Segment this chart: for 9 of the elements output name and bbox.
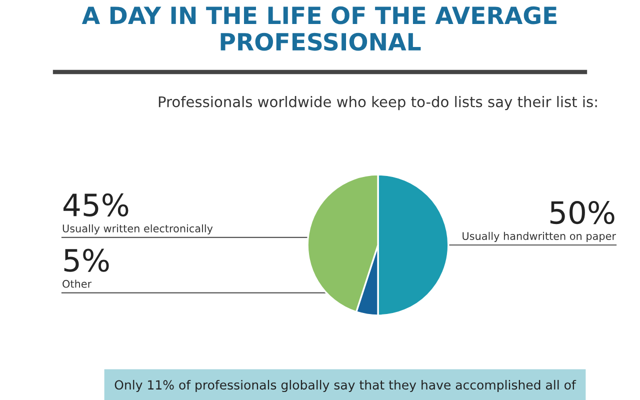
slice-label: Usually handwritten on paper <box>462 232 616 242</box>
slice-label: Usually written electronically <box>62 224 213 234</box>
data-label: 5% <box>64 248 109 272</box>
data-label: 45% <box>63 193 128 217</box>
chart-subtitle: Professionals worldwide who keep to-do lists say their list is: <box>158 96 597 110</box>
slice-label: Other <box>62 280 92 288</box>
data-label: 50% <box>550 200 614 224</box>
chart-title: A DAY IN THE LIFE OF THE AVERAGE PROFESSIONAL <box>82 6 556 51</box>
text: Only 11% of professionals globally say that they have accomplished all of <box>114 380 576 392</box>
